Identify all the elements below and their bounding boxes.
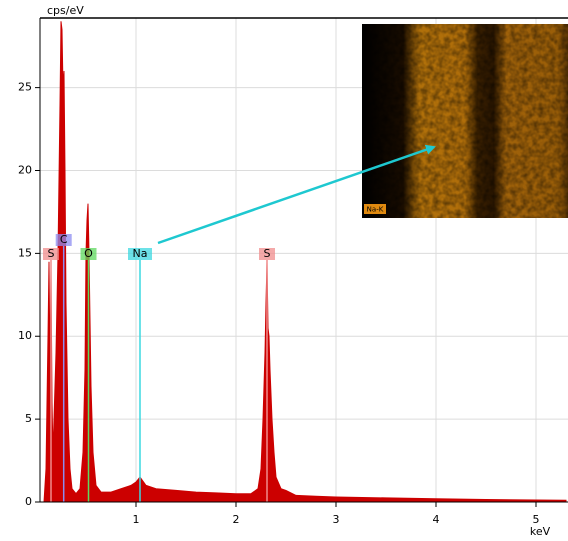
inset-label-box [364, 204, 386, 214]
x-axis-label: keV [530, 525, 551, 537]
inset-image: Na-K [362, 24, 568, 218]
x-tick-label: 5 [533, 513, 540, 526]
y-tick-label: 25 [18, 81, 32, 94]
element-label: C [60, 233, 68, 246]
inset-noise [362, 24, 568, 218]
element-label-box [43, 248, 59, 260]
x-tick-label: 1 [133, 513, 140, 526]
element-label-box [80, 248, 97, 260]
spectrum [43, 21, 567, 503]
element-label: Na [133, 247, 148, 260]
x-tick-label: 3 [333, 513, 340, 526]
y-tick-label: 0 [25, 495, 32, 508]
y-tick-label: 10 [18, 329, 32, 342]
element-label: O [84, 247, 93, 260]
y-axis-label: cps/eV [47, 4, 84, 17]
y-tick-label: 20 [18, 163, 32, 176]
plot [43, 21, 567, 503]
x-tick-label: 2 [233, 513, 240, 526]
y-tick-label: 5 [25, 412, 32, 425]
arrow [157, 144, 436, 245]
element-label: S [48, 247, 55, 260]
element-label: S [264, 247, 271, 260]
element-label-box [128, 248, 152, 260]
inset-label: Na-K [367, 206, 384, 214]
x-tick-label: 4 [433, 513, 440, 526]
y-tick-label: 15 [18, 246, 32, 259]
element-label-box [259, 248, 275, 260]
element-label-box [55, 234, 72, 246]
